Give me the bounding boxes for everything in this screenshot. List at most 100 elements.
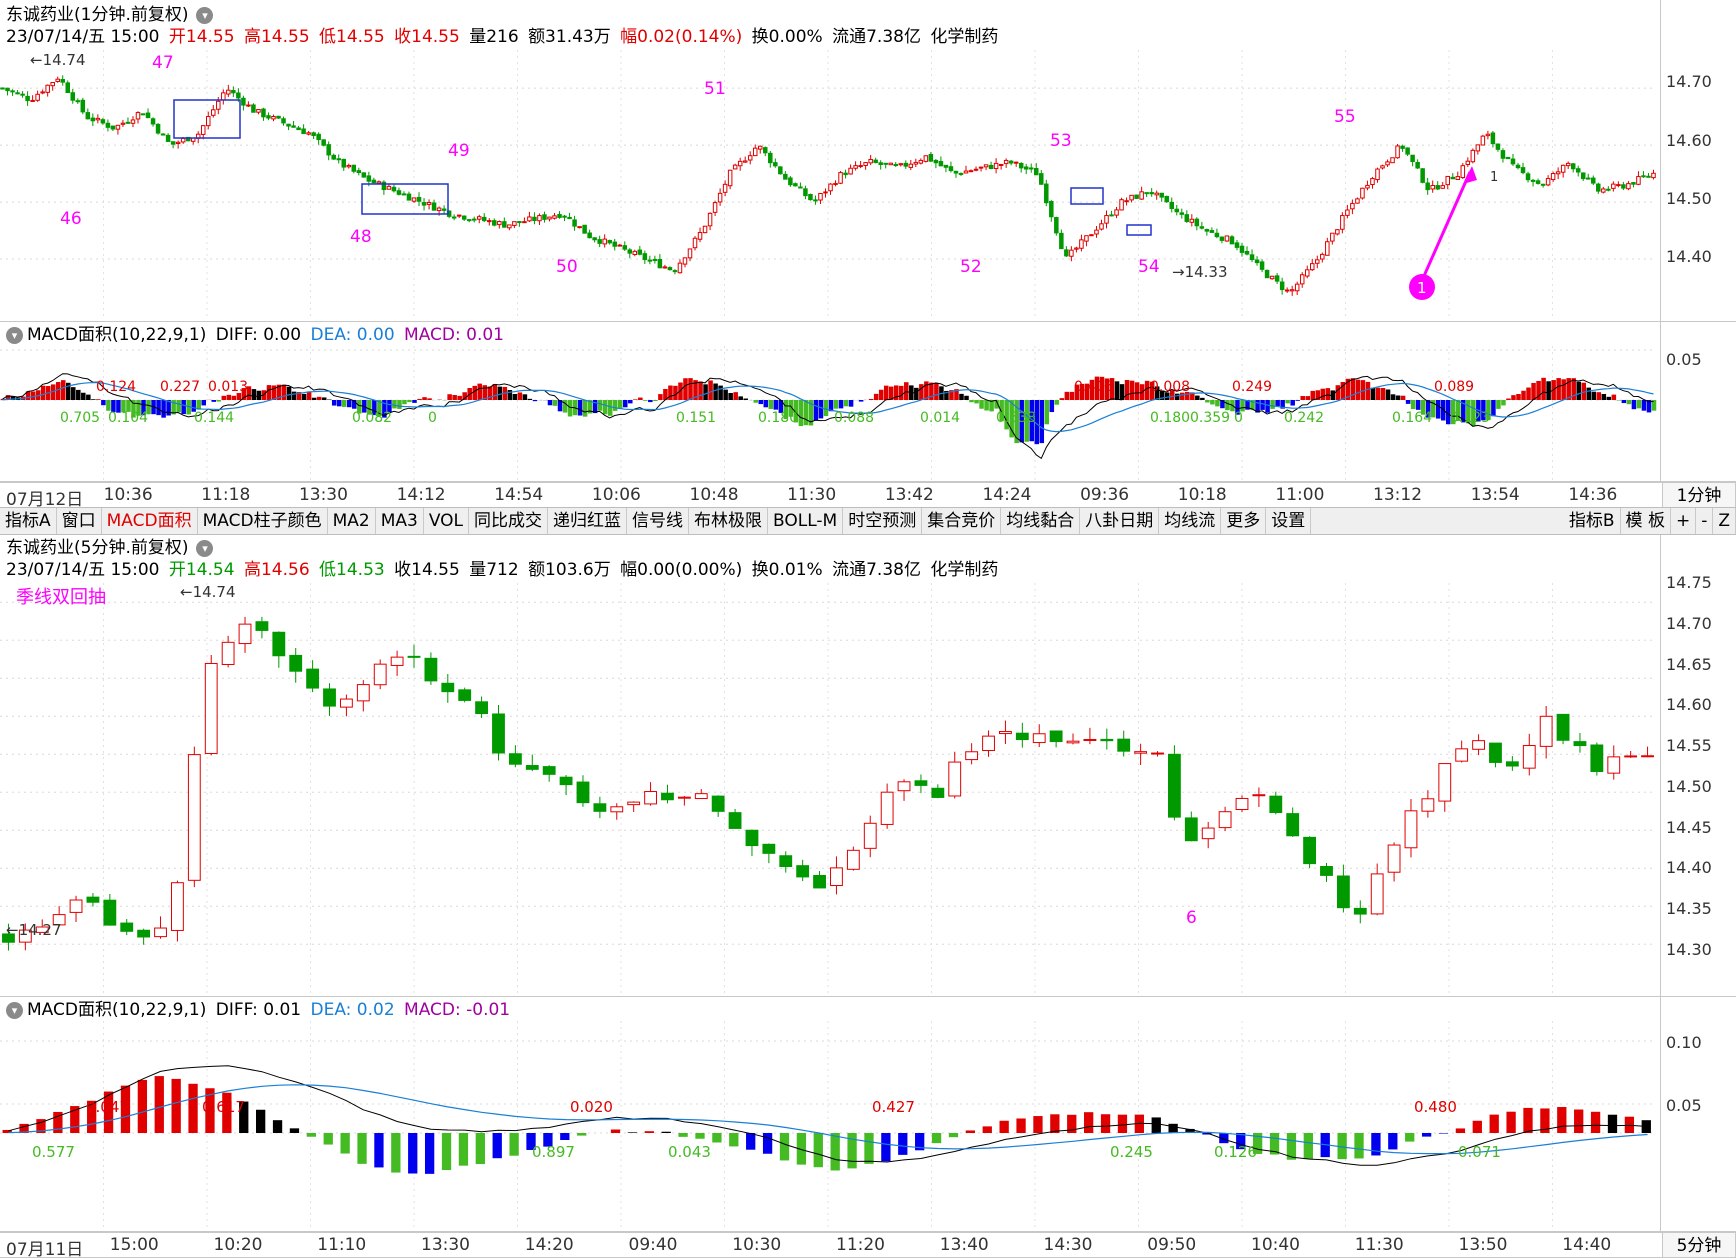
chevron-down-icon[interactable]: ▾ xyxy=(196,539,214,557)
toolbar-right-item[interactable]: Z xyxy=(1713,508,1736,534)
candle-down xyxy=(647,259,653,262)
candle-up xyxy=(1089,234,1094,237)
five-minute-macd-chart[interactable]: 0.047 0.617 0.020 0.427 0.480 0.577 0.897 0.043… xyxy=(0,1021,1660,1231)
macd-bar-positive xyxy=(723,389,728,400)
macd-bar-negative xyxy=(526,1133,536,1150)
macd-bar-negative xyxy=(391,1133,401,1173)
macd-bar-positive xyxy=(1345,378,1351,400)
toolbar-item[interactable]: 时空预测 xyxy=(843,508,923,534)
candle-down xyxy=(796,865,810,878)
minute-macd-panel[interactable]: ▾ MACD面积(10,22,9,1) DIFF: 0.00 DEA: 0.00 … xyxy=(0,322,1736,482)
candle-down xyxy=(407,655,421,658)
five-minute-chart-info: 23/07/14/五 15:00 开14.54 高14.56 低14.53 收1… xyxy=(6,559,1002,581)
bar-close: 收14.55 xyxy=(394,27,460,47)
candle-down xyxy=(622,245,628,250)
toolbar-item[interactable]: 递归红蓝 xyxy=(548,508,628,534)
macd-bar-negative xyxy=(1220,400,1225,409)
toolbar-item[interactable]: 集合竞价 xyxy=(922,508,1002,534)
macd-bar-positive xyxy=(1455,1128,1466,1133)
candle-up xyxy=(1440,185,1445,189)
toolbar-item[interactable]: MACD面积 xyxy=(102,508,198,534)
candle-up xyxy=(1094,229,1099,235)
diff-line xyxy=(2,373,1654,460)
bar-low: 低14.53 xyxy=(319,560,385,580)
five-minute-macd-panel[interactable]: ▾ MACD面积(10,22,9,1) DIFF: 0.01 DEA: 0.02 … xyxy=(0,997,1736,1232)
candle-down xyxy=(532,216,537,221)
toolbar-item[interactable]: 均线黏合 xyxy=(1001,508,1081,534)
macd-bar-negative xyxy=(643,400,648,401)
macd-bar-positive xyxy=(87,1100,97,1133)
candle-down xyxy=(1279,281,1285,291)
toolbar-item[interactable]: 八卦日期 xyxy=(1080,508,1160,534)
toolbar-item[interactable]: 同比成交 xyxy=(469,508,549,534)
macd-bar-positive xyxy=(1557,1107,1567,1133)
toolbar-right-item[interactable]: 模 板 xyxy=(1621,508,1671,534)
candle-down xyxy=(361,172,367,178)
candle-down xyxy=(1144,192,1149,195)
candle-up xyxy=(1154,192,1159,196)
candle-up xyxy=(411,197,417,202)
toolbar-right-item[interactable]: 指标B xyxy=(1564,508,1621,534)
candle-down xyxy=(1596,183,1601,192)
chevron-down-icon[interactable]: ▾ xyxy=(6,1001,23,1019)
candle-down xyxy=(170,141,176,145)
macd-bar-positive xyxy=(661,1131,671,1133)
macd-bar-positive xyxy=(522,394,528,400)
candle-down xyxy=(289,654,303,672)
macd-bar-positive xyxy=(1185,391,1190,400)
chevron-down-icon[interactable]: ▾ xyxy=(196,6,214,24)
toolbar-item[interactable]: 布林极限 xyxy=(689,508,769,534)
candle-down xyxy=(542,214,547,220)
toolbar-item[interactable]: BOLL-M xyxy=(768,508,844,534)
macd-tick: 0.05 xyxy=(1666,1096,1702,1115)
macd-bar-positive xyxy=(1117,1114,1128,1133)
toolbar-item[interactable]: 窗口 xyxy=(57,508,102,534)
chevron-down-icon[interactable]: ▾ xyxy=(6,326,23,344)
minute-macd-chart[interactable]: 0.124 0.227 0.013 0.405 0.008 0.249 0.089 0.705… xyxy=(0,346,1660,480)
candle-down xyxy=(1286,813,1300,837)
five-minute-chart-panel[interactable]: 东诚药业(5分钟.前复权) ▾ 23/07/14/五 15:00 开14.54 高… xyxy=(0,535,1736,997)
macd-bar-negative xyxy=(773,400,779,410)
candle-down xyxy=(502,221,507,228)
macd-bar-positive xyxy=(188,1083,198,1133)
toolbar-item[interactable]: MA3 xyxy=(376,508,424,534)
toolbar-item[interactable]: MACD柱子颜色 xyxy=(198,508,328,534)
time-tick-label: 11:10 xyxy=(317,1235,367,1255)
toolbar-item[interactable]: MA2 xyxy=(328,508,376,534)
candle-down xyxy=(933,159,939,164)
minute-candlestick-chart[interactable]: 46 47 48 49 50 51 52 53 54 55 ←14.74 →14.33 1 1 xyxy=(0,50,1660,320)
macd-green-label: 0.071 xyxy=(1458,1143,1501,1161)
minute-period-selector[interactable]: 1分钟 xyxy=(1662,482,1736,508)
candle-up xyxy=(187,754,201,881)
toolbar-right-item[interactable]: - xyxy=(1696,508,1714,534)
macd-bar-negative xyxy=(1019,400,1024,443)
macd-diff: DIFF: 0.00 xyxy=(215,325,302,345)
candle-down xyxy=(1214,232,1220,238)
macd-bar-negative xyxy=(101,400,106,406)
candle-up xyxy=(1560,164,1566,173)
candle-down xyxy=(1149,192,1154,195)
candle-down xyxy=(1450,176,1456,180)
five-minute-period-selector[interactable]: 5分钟 xyxy=(1662,1232,1736,1258)
macd-green-label: 0.043 xyxy=(668,1143,711,1161)
time-tick-label: 10:48 xyxy=(689,485,739,505)
minute-chart-panel[interactable]: 东诚药业(1分钟.前复权) ▾ 23/07/14/五 15:00 开14.55 高… xyxy=(0,0,1736,322)
time-tick-label: 13:30 xyxy=(421,1235,470,1255)
toolbar-item[interactable]: 指标A xyxy=(0,508,57,534)
candle-down xyxy=(276,115,281,119)
macd-bar-positive xyxy=(527,398,533,400)
macd-bar-negative xyxy=(1435,400,1441,419)
toolbar-item[interactable]: 设置 xyxy=(1266,508,1312,534)
candle-down xyxy=(441,208,447,211)
wave-label: 51 xyxy=(704,79,726,99)
five-minute-candlestick-chart[interactable]: 季线双回抽 ←14.74 ←14.27 6 xyxy=(0,583,1660,995)
macd-bar-negative xyxy=(1290,400,1295,406)
toolbar-item[interactable]: 更多 xyxy=(1221,508,1267,534)
toolbar-item[interactable]: 均线流 xyxy=(1159,508,1222,534)
toolbar-item[interactable]: VOL xyxy=(424,508,470,534)
toolbar-item[interactable]: 信号线 xyxy=(627,508,690,534)
macd-bar-positive xyxy=(512,393,518,400)
candle-down xyxy=(1580,172,1586,180)
toolbar-right-item[interactable]: + xyxy=(1671,508,1697,534)
candle-up xyxy=(1079,239,1084,249)
